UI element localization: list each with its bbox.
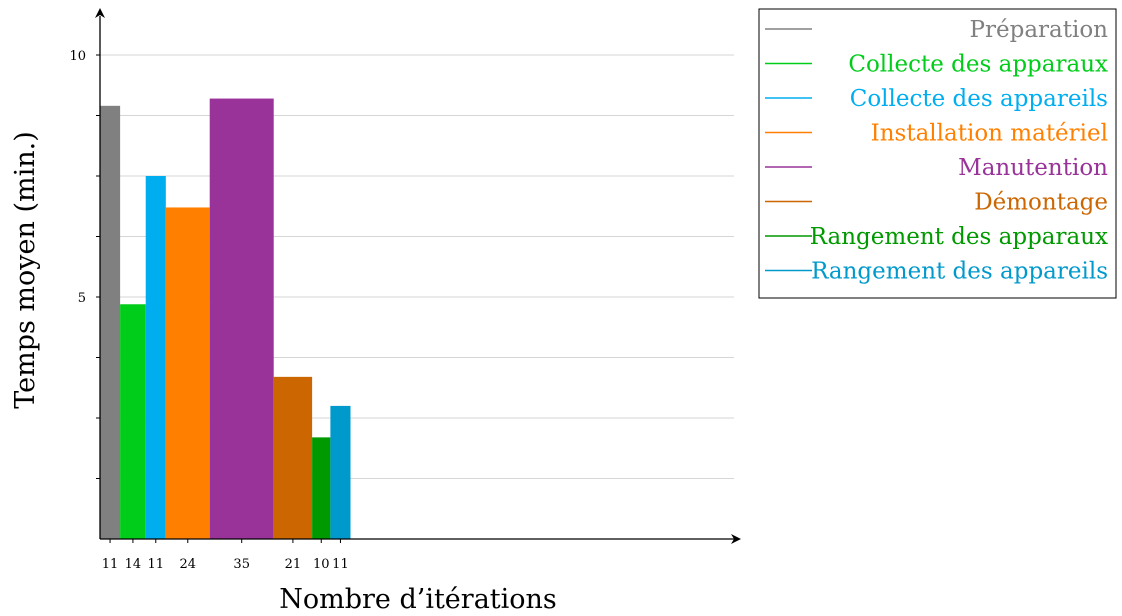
y-tick-label: 10: [69, 49, 86, 64]
bar: [120, 304, 146, 539]
legend-label: Collecte des apparaux: [848, 52, 1108, 78]
bar: [165, 207, 210, 539]
y-tick-label: 5: [78, 291, 86, 306]
bar: [312, 437, 331, 539]
x-tick-label: 21: [285, 557, 302, 572]
x-tick-label: 10: [313, 557, 330, 572]
legend-label: Manutention: [958, 155, 1108, 181]
x-tick-label: 35: [233, 557, 250, 572]
bar: [273, 376, 313, 539]
legend-label: Préparation: [970, 17, 1109, 43]
x-tick-labels: 11 14 11 24 35 21 10 11: [102, 539, 349, 572]
x-tick-label: 11: [102, 557, 119, 572]
x-tick-label: 24: [179, 557, 196, 572]
x-axis-label: Nombre d’itérations: [279, 584, 557, 615]
x-tick-label: 11: [147, 557, 164, 572]
bar: [330, 405, 351, 539]
axes: [95, 8, 741, 544]
legend-frame: [758, 8, 1117, 299]
y-ticks: 5 10: [69, 49, 100, 479]
legend-label: Rangement des appareils: [811, 259, 1108, 285]
y-axis-arrow: [95, 8, 105, 18]
y-axis-label: Temps moyen (min.): [10, 131, 41, 409]
x-tick-label: 14: [125, 557, 142, 572]
bar: [209, 98, 274, 539]
bars: [100, 98, 351, 539]
legend-label: Démontage: [974, 190, 1108, 216]
legend-label: Rangement des apparaux: [810, 224, 1108, 250]
legend-label: Installation matériel: [871, 121, 1108, 147]
x-tick-label: 11: [332, 557, 349, 572]
x-axis-arrow: [731, 534, 741, 544]
legend: Préparation Collecte des apparaux Collecte…: [758, 8, 1117, 299]
legend-label: Collecte des appareils: [850, 86, 1108, 112]
bar: [145, 176, 166, 539]
bar: [100, 105, 121, 539]
